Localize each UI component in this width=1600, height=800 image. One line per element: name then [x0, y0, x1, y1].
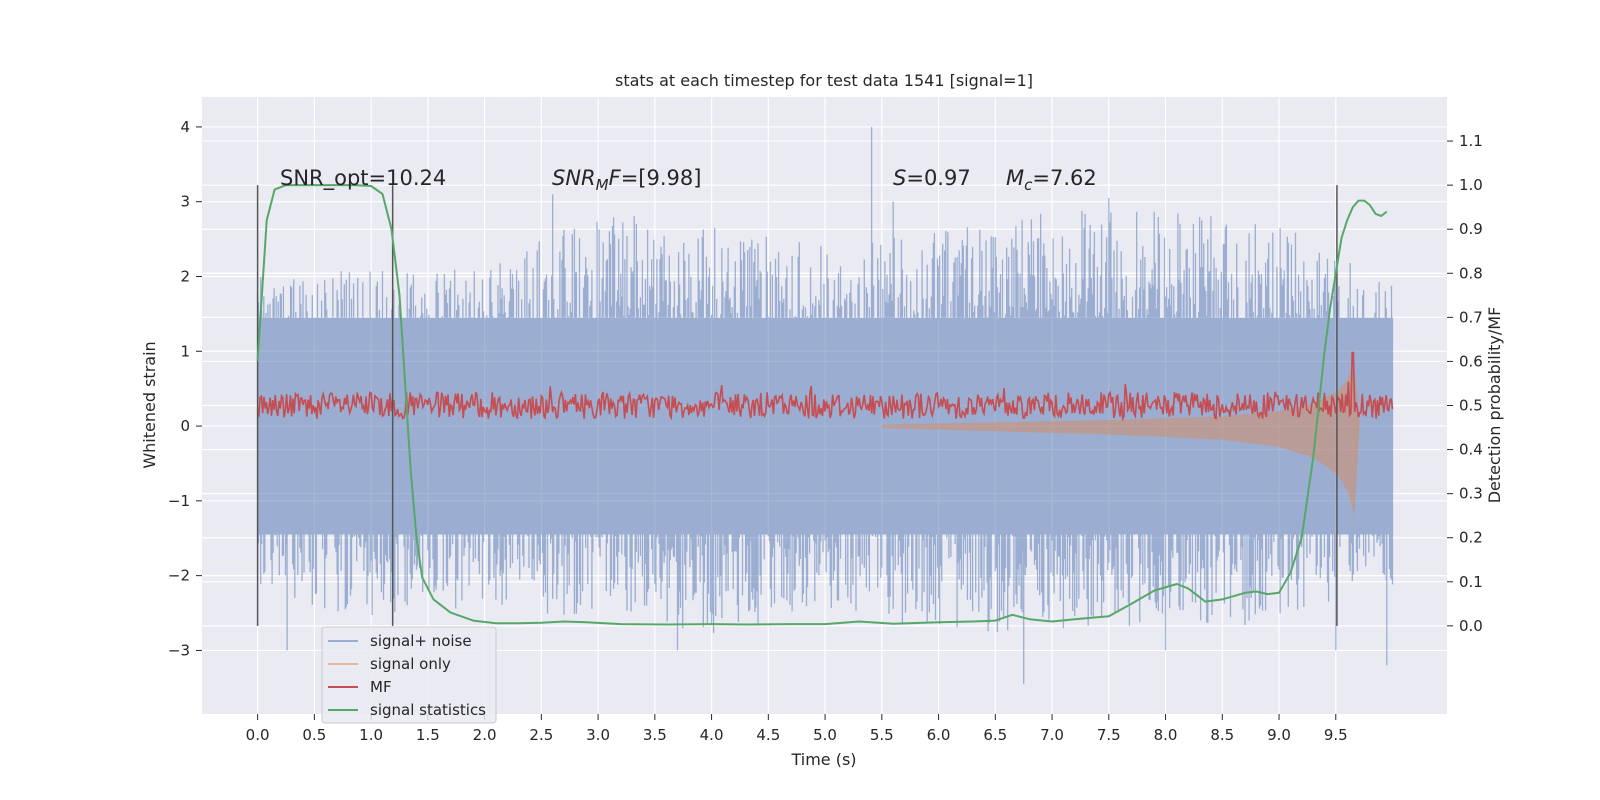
snr-mf-value: =[9.98]	[621, 166, 702, 190]
chart-title: stats at each timestep for test data 154…	[615, 71, 1033, 90]
y-left-tick-label-1: 3	[180, 193, 190, 211]
signal-only-envelope	[881, 362, 1354, 516]
x-tick-label-16: 8.0	[1154, 726, 1178, 744]
y-right-tick-label-8: 0.3	[1459, 485, 1483, 503]
x-tick-label-19: 9.5	[1324, 726, 1348, 744]
legend-label-signal-only: signal only	[370, 655, 451, 673]
y-left-tick-label-2: 2	[180, 267, 190, 285]
legend-box	[321, 626, 497, 724]
y-right-tick-label-2: 0.9	[1459, 220, 1483, 238]
signal-statistics-line	[256, 184, 1388, 626]
x-tick-label-12: 6.0	[927, 726, 951, 744]
annotation-snr-mf: SNRMF=[9.98]	[552, 166, 701, 194]
y-left-tick-label-4: 0	[180, 417, 190, 435]
x-tick-label-4: 2.0	[473, 726, 497, 744]
snr-mf-subscript: M	[596, 176, 609, 194]
signal-statistics-series	[256, 184, 1388, 626]
y-right-tick-label-5: 0.6	[1459, 352, 1483, 370]
x-tick-label-5: 2.5	[529, 726, 553, 744]
s-value: =0.97	[906, 166, 970, 190]
x-tick-label-17: 8.5	[1210, 726, 1234, 744]
x-tick-label-0: 0.0	[246, 726, 270, 744]
y-right-tick-label-11: 0.0	[1459, 617, 1483, 635]
annotation-s: S=0.97	[893, 166, 971, 190]
x-tick-label-1: 0.5	[302, 726, 326, 744]
y-left-tick-label-6: −2	[168, 567, 190, 585]
y-right-tick-label-9: 0.2	[1459, 529, 1483, 547]
y-left-tick-label-7: −3	[168, 641, 190, 659]
s-symbol: S	[893, 166, 906, 190]
x-tick-label-9: 4.5	[756, 726, 780, 744]
vertical-markers	[256, 185, 1338, 626]
y-right-tick-label-1: 1.0	[1459, 176, 1483, 194]
annotation-mc: Mc=7.62	[1006, 166, 1097, 194]
legend: signal+ noise signal only MF signal stat…	[321, 626, 497, 724]
y-right-ticks: 1.1 1.0 0.9 0.8 0.7 0.6 0.5 0.4 0.3 0.2 0.1 0.0	[1447, 132, 1483, 635]
x-tick-label-8: 4.0	[700, 726, 724, 744]
x-ticks: 0.0 0.5 1.0 1.5 2.0 2.5 3.0 3.5 4.0 4.5 5.0 5.5 6.0 6…	[246, 714, 1348, 744]
snr-mf-symbol-2: F	[609, 166, 622, 190]
mc-subscript: c	[1024, 176, 1033, 194]
y-left-tick-label-0: 4	[180, 118, 190, 136]
legend-label-signal-noise: signal+ noise	[370, 632, 472, 650]
x-tick-label-14: 7.0	[1040, 726, 1064, 744]
x-tick-label-6: 3.0	[586, 726, 610, 744]
x-tick-label-2: 1.0	[359, 726, 383, 744]
legend-label-signal-statistics: signal statistics	[370, 701, 486, 719]
y-right-tick-label-7: 0.4	[1459, 441, 1483, 459]
y-right-tick-label-0: 1.1	[1459, 132, 1483, 150]
x-tick-label-18: 9.0	[1267, 726, 1291, 744]
y-right-tick-label-10: 0.1	[1459, 573, 1483, 591]
mf-trace	[256, 351, 1394, 422]
y-axis-label-left: Whitened strain	[140, 341, 159, 468]
y-left-tick-label-3: 1	[180, 342, 190, 360]
x-tick-label-11: 5.5	[870, 726, 894, 744]
y-right-tick-label-6: 0.5	[1459, 397, 1483, 415]
mc-symbol: M	[1006, 166, 1024, 190]
x-tick-label-3: 1.5	[416, 726, 440, 744]
x-axis-label: Time (s)	[790, 750, 856, 769]
y-right-tick-label-3: 0.8	[1459, 264, 1483, 282]
mc-value: =7.62	[1032, 166, 1096, 190]
x-tick-label-13: 6.5	[983, 726, 1007, 744]
snr-mf-symbol: SNR	[552, 166, 596, 190]
x-tick-label-7: 3.5	[643, 726, 667, 744]
y-left-tick-label-5: −1	[168, 492, 190, 510]
x-tick-label-10: 5.0	[813, 726, 837, 744]
y-axis-label-right: Detection probability/MF	[1485, 307, 1504, 504]
x-tick-label-15: 7.5	[1097, 726, 1121, 744]
legend-label-mf: MF	[370, 678, 392, 696]
mf-series	[256, 351, 1394, 422]
y-left-ticks: 4 3 2 1 0 −1 −2 −3	[168, 118, 202, 659]
annotation-snr-opt: SNR_opt=10.24	[280, 166, 446, 191]
y-right-tick-label-4: 0.7	[1459, 308, 1483, 326]
